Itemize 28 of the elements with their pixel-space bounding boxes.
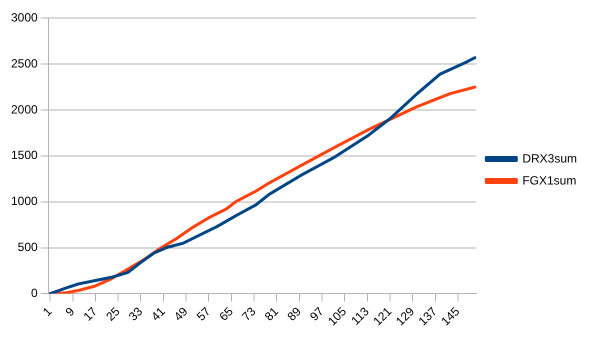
y-tick-label: 1500 <box>10 148 38 162</box>
y-tick-label: 1000 <box>10 194 38 208</box>
legend-label: FGX1sum <box>522 173 576 188</box>
legend-label: DRX3sum <box>522 151 578 166</box>
x-tick-label: 1 <box>40 304 55 319</box>
y-tick-label: 2500 <box>10 56 38 70</box>
x-tick-label: 145 <box>438 304 463 328</box>
x-tick-label: 25 <box>103 304 123 324</box>
x-tick-label: 97 <box>307 304 327 324</box>
x-tick-label: 137 <box>416 304 440 328</box>
x-tick-label: 65 <box>216 304 236 324</box>
x-tick-label: 41 <box>148 304 168 324</box>
y-tick-label: 0 <box>31 286 38 300</box>
x-tick-label: 121 <box>370 304 395 328</box>
x-tick-label: 33 <box>126 304 146 324</box>
x-tick-label: 73 <box>239 304 259 324</box>
x-tick-label: 17 <box>80 304 100 324</box>
x-tick-label: 49 <box>171 304 191 324</box>
x-tick-label: 105 <box>325 304 350 328</box>
x-tick-label: 89 <box>284 304 304 324</box>
x-tick-label: 9 <box>62 304 78 319</box>
x-tick-label: 81 <box>262 304 282 324</box>
x-tick-label: 113 <box>348 304 372 328</box>
x-tick-label: 57 <box>194 304 214 324</box>
x-tick-label: 129 <box>393 304 418 328</box>
y-tick-label: 3000 <box>10 10 38 25</box>
y-tick-label: 500 <box>18 240 38 254</box>
y-tick-label: 2000 <box>10 102 38 116</box>
